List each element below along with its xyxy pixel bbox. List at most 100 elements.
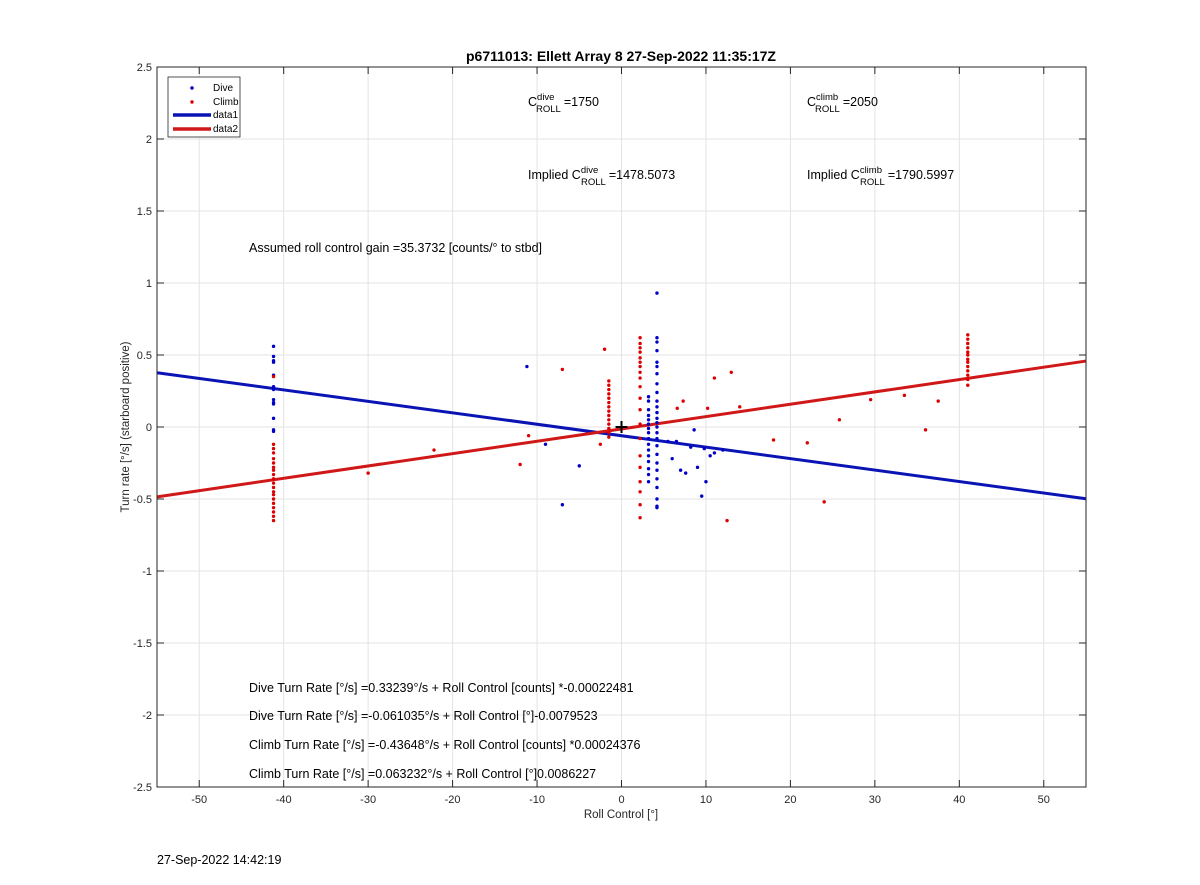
dive-point (560, 503, 565, 507)
climb-point (923, 428, 928, 432)
dive-point (271, 397, 276, 402)
dive-point (674, 439, 679, 444)
dive-point (692, 428, 696, 432)
y-axis-label: Turn rate [°/s] (starboard positive) (120, 341, 132, 512)
dive-point (646, 467, 651, 471)
dive-point (655, 416, 659, 421)
climb-point (966, 357, 970, 362)
dive-point (271, 429, 276, 434)
dive-equation-counts: Dive Turn Rate [°/s] =0.33239°/s + Roll … (249, 681, 634, 695)
y-tick-label: -2 (142, 710, 152, 722)
c-roll-dive-annotation: Cdive ROLL=1750 (528, 92, 599, 115)
dive-point (708, 454, 712, 458)
y-tick-label: 0 (146, 422, 152, 434)
climb-point (607, 405, 611, 409)
climb-point (966, 350, 970, 354)
climb-point (638, 465, 642, 470)
climb-point (675, 406, 679, 410)
climb-point (607, 422, 611, 426)
climb-point (638, 336, 642, 340)
climb-point (681, 399, 685, 403)
climb-point (271, 477, 276, 481)
climb-point (638, 480, 642, 484)
dive-point (646, 413, 651, 418)
climb-point (638, 356, 642, 360)
dive-point (655, 505, 659, 510)
climb-point (822, 500, 826, 504)
climb-point (271, 501, 276, 506)
climb-point (966, 377, 970, 382)
climb-point (712, 376, 717, 380)
climb-point (638, 436, 642, 441)
climb-point (271, 451, 276, 455)
x-tick-label: -20 (445, 794, 461, 806)
y-tick-label: -1.5 (133, 638, 152, 650)
climb-point (271, 485, 276, 490)
dive-point (655, 372, 659, 376)
dive-point (543, 442, 548, 446)
x-tick-label: 0 (618, 794, 624, 806)
dive-point (655, 485, 659, 490)
climb-point (271, 481, 276, 485)
climb-point (560, 367, 565, 372)
climb-point (271, 446, 276, 451)
implied-c-roll-dive-annotation: Implied Cdive ROLL=1478.5073 (528, 165, 675, 188)
y-tick-label: 2.5 (137, 62, 152, 74)
dive-point (525, 364, 529, 369)
dive-point (646, 408, 651, 412)
legend-climb-label: Climb (213, 97, 239, 108)
dive-point (655, 425, 659, 429)
legend-data2-label: data2 (213, 124, 238, 135)
climb-point (966, 364, 970, 369)
legend-box (167, 76, 241, 138)
climb-point (607, 387, 611, 392)
climb-point (868, 397, 873, 402)
x-tick-label: -40 (276, 794, 292, 806)
climb-point (271, 461, 276, 465)
dive-point (702, 446, 706, 451)
dive-point (655, 431, 659, 435)
dive-point (646, 431, 651, 435)
x-tick-label: 30 (869, 794, 881, 806)
climb-point (638, 503, 642, 507)
legend-dive-label: Dive (213, 83, 233, 94)
dive-point (646, 448, 651, 452)
climb-point (271, 514, 276, 518)
climb-point (638, 454, 642, 458)
dive-point (666, 439, 670, 444)
climb-point (518, 462, 522, 467)
x-tick-label: 20 (784, 794, 796, 806)
climb-point (638, 396, 642, 400)
y-tick-label: -2.5 (133, 782, 152, 794)
dive-point (678, 468, 683, 472)
x-tick-label: 10 (700, 794, 712, 806)
climb-point (738, 405, 742, 409)
climb-point (966, 346, 970, 350)
dive-point (646, 442, 651, 446)
y-axis-ticks: -2.5 -2 -1.5 -1 -0.5 0 0.5 1 1.5 2 2.5 (133, 62, 1086, 794)
dive-point (721, 448, 725, 452)
dive-point (683, 471, 688, 475)
y-tick-label: 1 (146, 278, 152, 290)
dive-point (271, 387, 276, 392)
x-tick-label: -50 (191, 794, 207, 806)
climb-point (271, 468, 276, 472)
dive-point (655, 364, 659, 369)
dive-point (695, 465, 700, 470)
dive-point (271, 416, 276, 421)
y-tick-label: -1 (142, 566, 152, 578)
climb-equation-degrees: Climb Turn Rate [°/s] =0.063232°/s + Rol… (249, 767, 596, 781)
y-tick-label: 2 (146, 134, 152, 146)
climb-point (966, 353, 970, 357)
dive-point (700, 494, 704, 498)
y-tick-label: -0.5 (133, 494, 152, 506)
climb-point (602, 347, 607, 351)
climb-point (966, 341, 970, 346)
climb-point (607, 413, 611, 418)
dive-point (655, 382, 659, 386)
climb-point (638, 490, 642, 494)
dive-point (655, 348, 659, 353)
climb-point (638, 384, 642, 389)
dive-point (271, 360, 276, 364)
dive-point (646, 395, 651, 399)
